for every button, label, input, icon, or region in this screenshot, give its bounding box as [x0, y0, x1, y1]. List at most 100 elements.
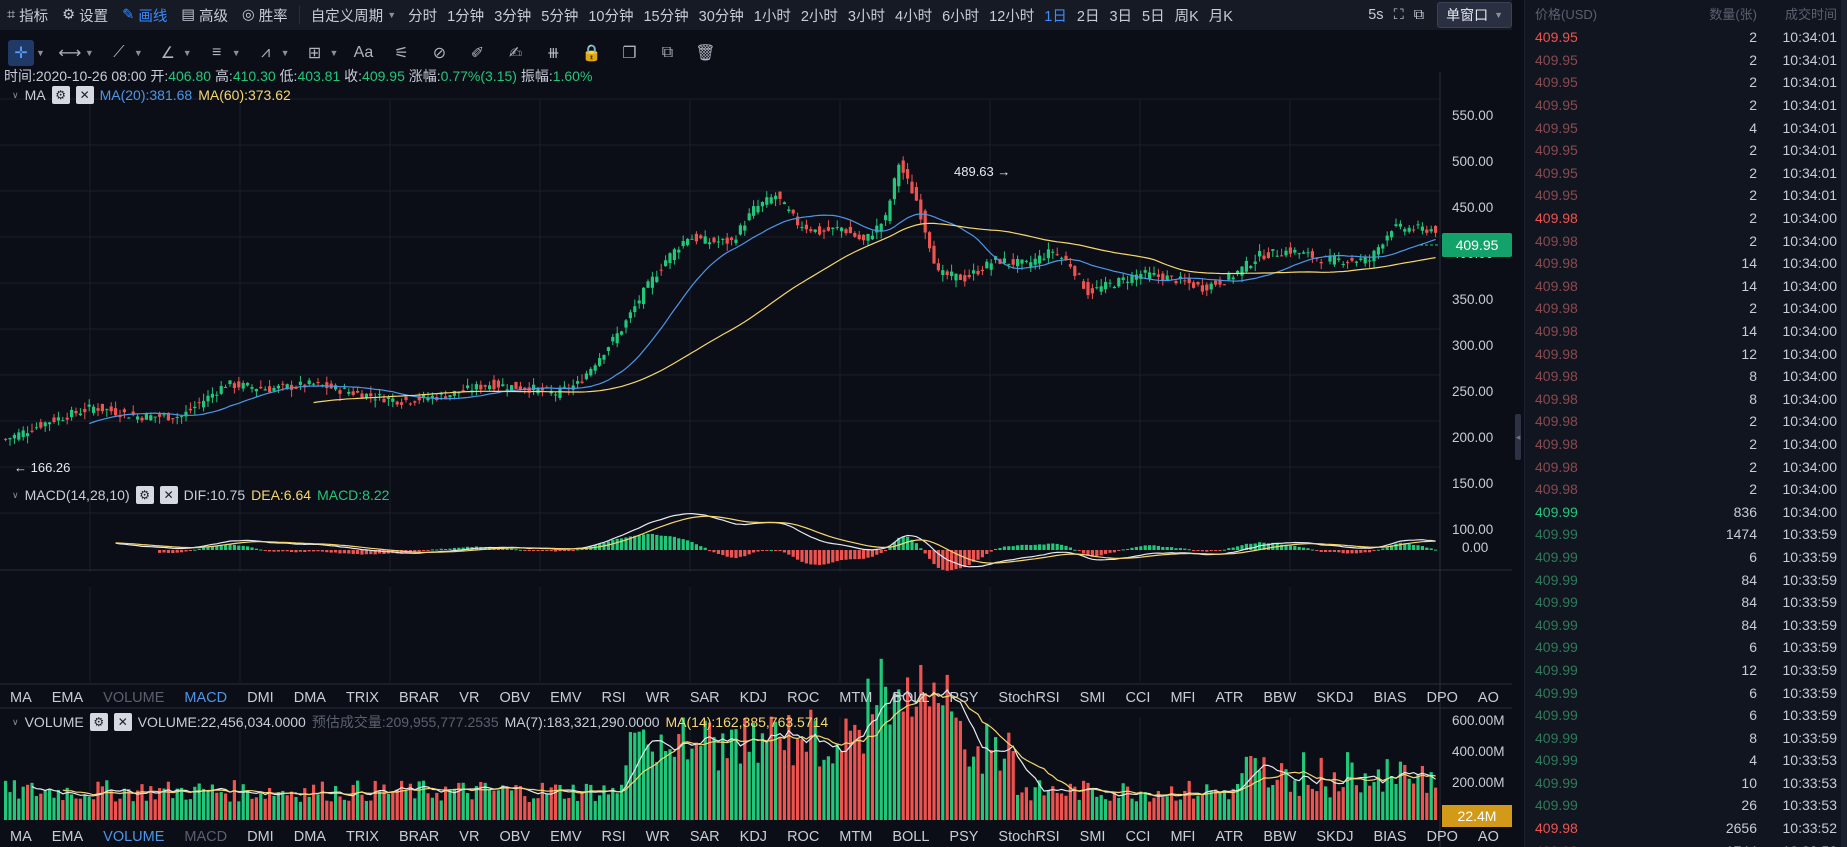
indicator-tab[interactable]: MA [10, 829, 32, 845]
indicator-tab[interactable]: EMV [550, 690, 582, 706]
indicator-tab[interactable]: MTM [839, 690, 873, 706]
draw-tool[interactable]: ⧻ [540, 40, 566, 66]
draw-tool[interactable]: 🔒 [578, 40, 604, 66]
indicator-tab[interactable]: MACD [184, 690, 228, 706]
period-tab[interactable]: 3分钟 [494, 8, 532, 25]
indicator-tab[interactable]: BRAR [398, 690, 440, 706]
indicator-tab[interactable]: OBV [499, 690, 531, 706]
indicator-tab[interactable]: MACD [184, 829, 228, 845]
period-tab[interactable]: 4小时 [895, 8, 933, 25]
period-tab[interactable]: 3日 [1109, 8, 1133, 25]
indicator-tab[interactable]: MFI [1170, 829, 1196, 845]
indicator-tab[interactable]: BIAS [1373, 690, 1407, 706]
indicator-tab[interactable]: SAR [689, 829, 720, 845]
indicator-tab[interactable]: MA [10, 690, 32, 706]
indicator-tab[interactable]: OBV [499, 829, 531, 845]
close-icon[interactable]: ✕ [75, 86, 94, 104]
indicator-tab[interactable]: ROC [787, 829, 820, 845]
draw-tool[interactable]: ⧉ [654, 40, 680, 66]
indicator-tab[interactable]: EMA [51, 829, 84, 845]
indicator-tab[interactable]: SKDJ [1316, 829, 1354, 845]
indicator-tab[interactable]: VR [459, 829, 480, 845]
refresh-interval[interactable]: 5s [1368, 7, 1384, 23]
indicator-tab[interactable]: BOLL [892, 690, 930, 706]
period-tab[interactable]: 1小时 [753, 8, 791, 25]
indicator-tab[interactable]: ROC [787, 690, 820, 706]
chart-area[interactable]: 时间:2020-10-26 08:00 开:406.80 高:410.30 低:… [0, 68, 1649, 847]
indicator-tab[interactable]: SAR [689, 690, 720, 706]
indicator-tab[interactable]: WR [645, 829, 670, 845]
indicator-tab[interactable]: EMA [51, 690, 84, 706]
draw-tool[interactable]: 🗑 [692, 40, 718, 66]
draw-tool[interactable]: ⊞ ▼ [302, 40, 339, 66]
period-tab[interactable]: 30分钟 [698, 8, 744, 25]
indicator-tab[interactable]: TRIX [345, 690, 379, 706]
toolbar-item[interactable]: ▤ 高级 [174, 0, 235, 30]
draw-tool[interactable]: ⩘ ▼ [253, 40, 290, 66]
chevron-down-icon[interactable]: ▼ [36, 48, 45, 58]
collapse-icon[interactable]: ∨ [12, 489, 19, 500]
collapse-icon[interactable]: ∨ [12, 716, 19, 727]
chevron-down-icon[interactable]: ▼ [231, 48, 241, 58]
close-icon[interactable]: ✕ [113, 713, 132, 731]
window-mode-dropdown[interactable]: 单窗口 ▼ [1437, 2, 1512, 28]
indicator-tab[interactable]: DMA [293, 829, 326, 845]
indicator-tab[interactable]: BIAS [1373, 829, 1407, 845]
indicator-tab[interactable]: StochRSI [998, 690, 1060, 706]
draw-tool[interactable]: ≡ ▼ [204, 40, 241, 66]
draw-tool[interactable]: ⊘ [426, 40, 452, 66]
splitter-handle-icon[interactable]: ◂ [1515, 414, 1521, 460]
scrollbar[interactable] [1841, 0, 1847, 847]
period-tab[interactable]: 1日 [1044, 8, 1067, 25]
period-tab[interactable]: 2小时 [800, 8, 838, 25]
indicator-tab[interactable]: BBW [1263, 690, 1297, 706]
indicator-tab[interactable]: WR [645, 690, 670, 706]
period-tab[interactable]: 1分钟 [447, 8, 485, 25]
period-tab[interactable]: 6小时 [942, 8, 980, 25]
draw-tool[interactable]: Aa [350, 40, 376, 66]
draw-tool[interactable]: ✛ ▼ [8, 40, 45, 66]
indicator-tab[interactable]: MFI [1170, 690, 1196, 706]
indicator-tab[interactable]: AO [1477, 690, 1499, 706]
period-tab[interactable]: 月K [1208, 8, 1233, 25]
period-tab[interactable]: 15分钟 [643, 8, 689, 25]
period-tab[interactable]: 5日 [1142, 8, 1165, 25]
indicator-tab[interactable]: KDJ [739, 690, 768, 706]
chevron-down-icon[interactable]: ▼ [182, 48, 192, 58]
indicator-tab[interactable]: StochRSI [998, 829, 1060, 845]
settings-icon[interactable]: ⚙ [89, 713, 108, 731]
indicator-tab[interactable]: ATR [1215, 690, 1244, 706]
indicator-tab[interactable]: BRAR [398, 829, 440, 845]
chevron-down-icon[interactable]: ▼ [84, 48, 94, 58]
indicator-tab[interactable]: BOLL [892, 829, 930, 845]
indicator-tab[interactable]: AO [1477, 829, 1499, 845]
toolbar-item[interactable]: ✎ 画线 [115, 0, 174, 30]
chevron-down-icon[interactable]: ▼ [280, 48, 290, 58]
settings-icon[interactable]: ⚙ [51, 86, 70, 104]
indicator-tab[interactable]: VOLUME [103, 690, 165, 706]
period-tab[interactable]: 2日 [1076, 8, 1100, 25]
indicator-tab[interactable]: TRIX [345, 829, 379, 845]
indicator-tab[interactable]: MTM [839, 829, 873, 845]
collapse-icon[interactable]: ∨ [12, 89, 19, 100]
indicator-tab[interactable]: PSY [949, 690, 979, 706]
chart-canvas[interactable] [0, 72, 1512, 847]
indicator-tab[interactable]: CCI [1125, 829, 1151, 845]
indicator-tab[interactable]: BBW [1263, 829, 1297, 845]
fullscreen-icon[interactable]: ⛶ [1393, 7, 1404, 23]
indicator-tab[interactable]: VR [459, 690, 480, 706]
draw-tool[interactable]: ∠ ▼ [155, 40, 192, 66]
chevron-down-icon[interactable]: ▼ [133, 48, 143, 58]
period-tab[interactable]: 5分钟 [541, 8, 579, 25]
indicator-tab[interactable]: RSI [601, 690, 626, 706]
toolbar-item[interactable]: ⌗ 指标 [0, 0, 55, 30]
custom-period-dropdown[interactable]: 自定义周期 ▼ [304, 0, 403, 30]
indicator-tab[interactable]: KDJ [739, 829, 768, 845]
indicator-tab[interactable]: ATR [1215, 829, 1244, 845]
close-icon[interactable]: ✕ [159, 486, 178, 504]
draw-tool[interactable]: ✐ [464, 40, 490, 66]
indicator-tab[interactable]: RSI [601, 829, 626, 845]
period-tab[interactable]: 3小时 [847, 8, 885, 25]
indicator-tab[interactable]: SMI [1079, 690, 1106, 706]
draw-tool[interactable]: ⚟ [388, 40, 414, 66]
